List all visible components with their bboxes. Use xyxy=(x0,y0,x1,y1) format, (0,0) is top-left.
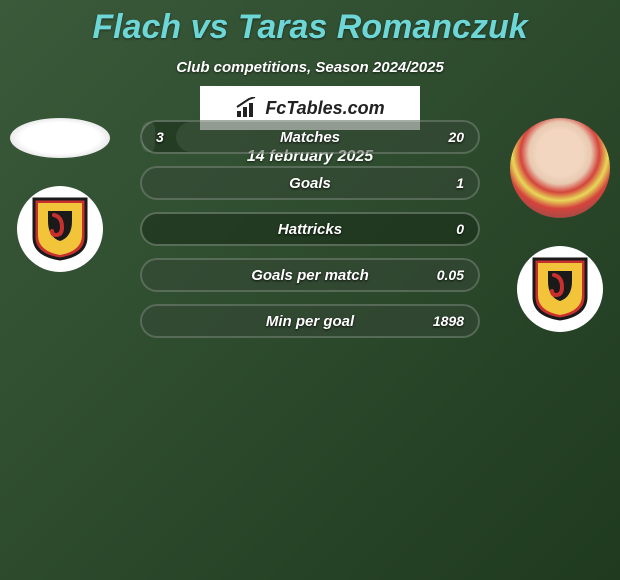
stat-row: Goals 1 xyxy=(140,166,480,200)
team-logo-right xyxy=(517,246,603,332)
stat-value-right: 1898 xyxy=(433,313,464,329)
stat-label: Goals per match xyxy=(251,267,369,284)
left-player-column xyxy=(10,118,110,272)
stat-row: Goals per match 0.05 xyxy=(140,258,480,292)
stat-row: Min per goal 1898 xyxy=(140,304,480,338)
page-title: Flach vs Taras Romanczuk xyxy=(0,0,620,47)
stat-value-right: 1 xyxy=(456,175,464,191)
stats-bars: Matches 3 20 Goals 1 Hattricks 0 Goals per matc… xyxy=(140,120,480,350)
stat-value-right: 20 xyxy=(448,129,464,145)
stat-label: Goals xyxy=(289,175,331,192)
stat-label: Hattricks xyxy=(278,221,342,238)
stat-label: Min per goal xyxy=(266,313,354,330)
stat-row: Hattricks 0 xyxy=(140,212,480,246)
team-logo-left xyxy=(17,186,103,272)
shield-icon xyxy=(32,197,88,261)
shield-icon xyxy=(532,257,588,321)
chart-icon xyxy=(235,97,259,119)
stat-value-right: 0 xyxy=(456,221,464,237)
bar-fill-left xyxy=(142,122,155,152)
stat-value-left: 3 xyxy=(156,129,164,145)
subtitle: Club competitions, Season 2024/2025 xyxy=(0,59,620,76)
stat-row: Matches 3 20 xyxy=(140,120,480,154)
player-avatar-right xyxy=(510,118,610,218)
stat-value-right: 0.05 xyxy=(437,267,464,283)
stat-label: Matches xyxy=(280,129,340,146)
brand-text: FcTables.com xyxy=(265,98,384,119)
